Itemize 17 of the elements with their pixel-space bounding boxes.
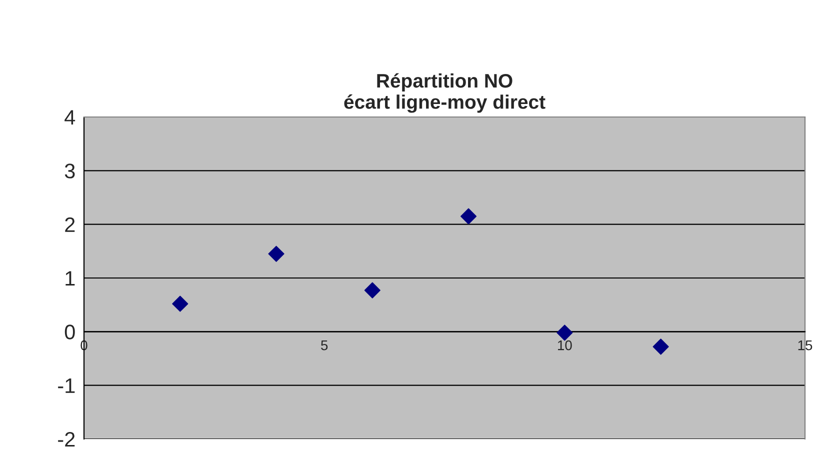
y-tick-label: -1 — [58, 378, 75, 393]
point — [172, 296, 188, 312]
point — [460, 208, 477, 224]
point — [652, 338, 669, 355]
y-tick-label: 3 — [64, 164, 75, 178]
point — [268, 246, 284, 262]
chart-title: Répartition NO écart ligne-moy direct — [344, 73, 546, 113]
y-tick-label: 2 — [65, 217, 75, 232]
x-tick-label: 15 — [798, 340, 812, 350]
x-tick-label: 5 — [321, 340, 328, 350]
y-tick-label: 1 — [66, 271, 75, 286]
point — [364, 282, 380, 298]
y-tick-label: 0 — [64, 324, 75, 340]
x-tick-label: 10 — [558, 340, 572, 350]
y-tick-label: -2 — [58, 432, 75, 447]
y-tick-label: 4 — [64, 110, 76, 125]
point — [556, 324, 573, 341]
